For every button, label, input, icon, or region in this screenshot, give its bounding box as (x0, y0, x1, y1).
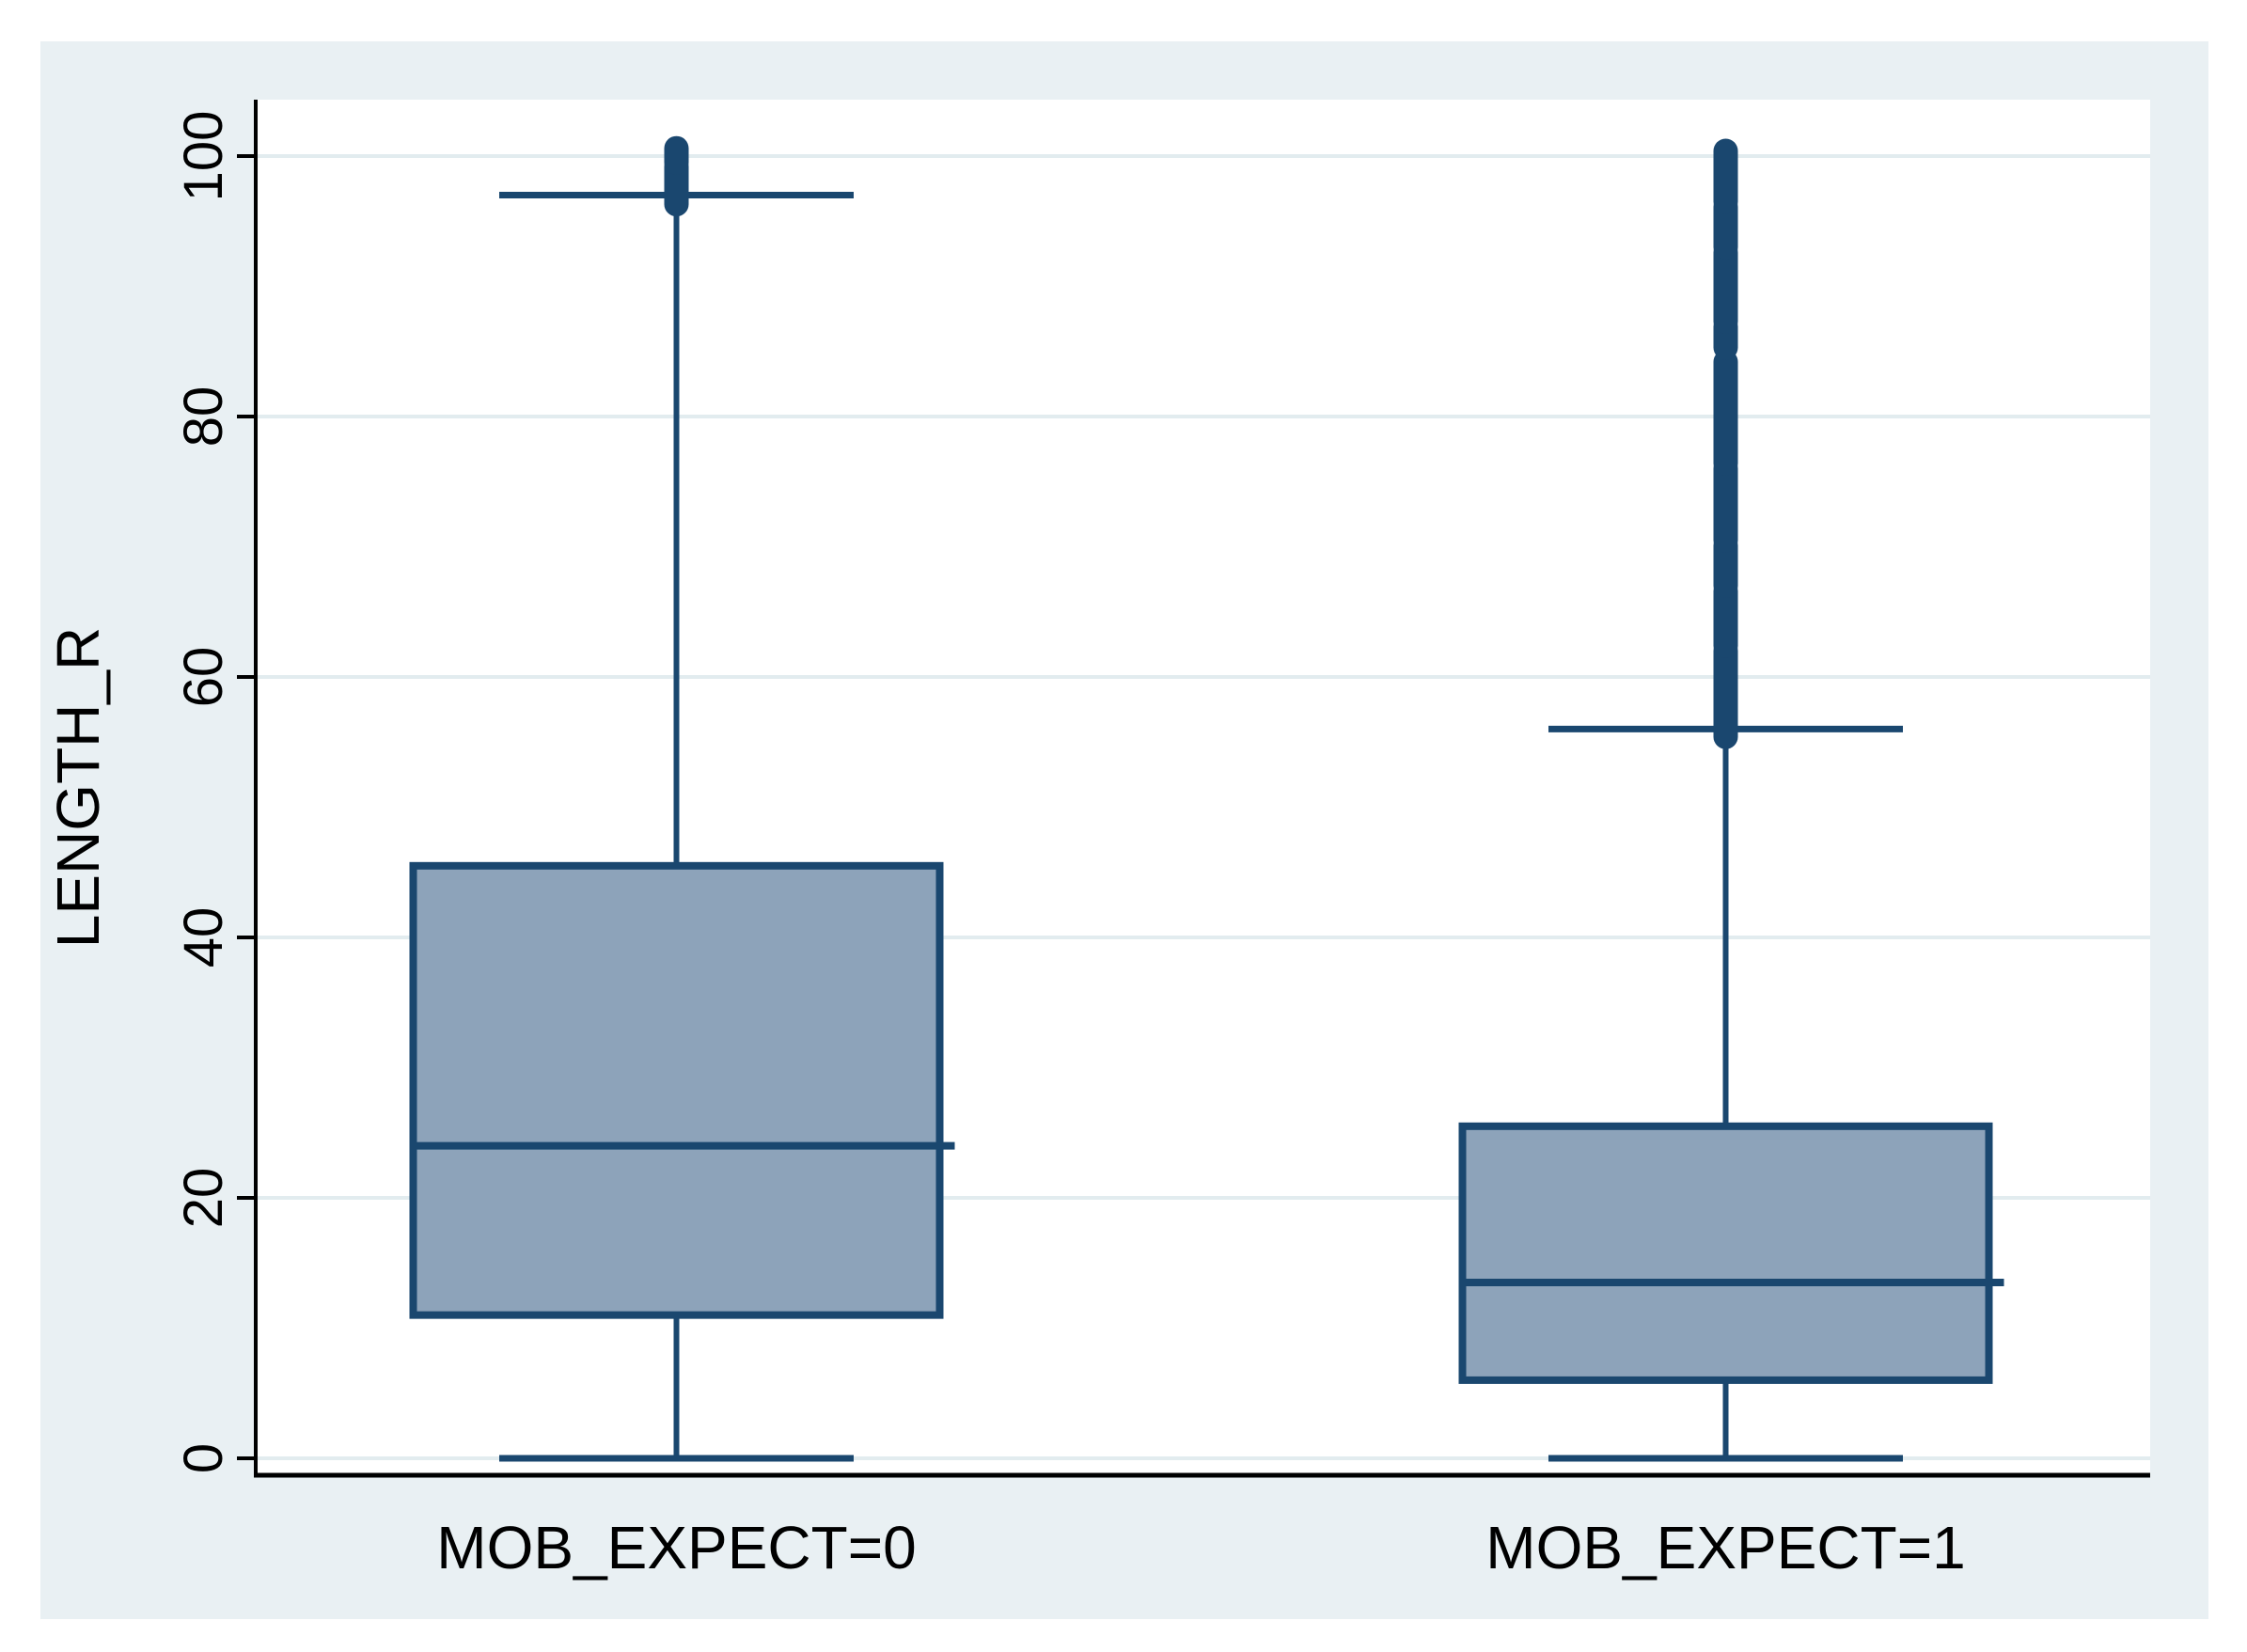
y-tick-label-100: 100 (173, 111, 234, 202)
y-axis-title: LENGTH_R (44, 627, 112, 948)
x-category-label-0: MOB_EXPECT=0 (436, 1514, 916, 1581)
iqr-box-mob-expect-0 (409, 861, 944, 1319)
y-tick-label-40: 40 (173, 907, 234, 968)
y-tick-label-80: 80 (173, 386, 234, 448)
y-tick-label-0: 0 (173, 1443, 234, 1473)
iqr-box-mob-expect-1 (1458, 1122, 1993, 1384)
y-tick-label-60: 60 (173, 647, 234, 708)
y-tick-label-20: 20 (173, 1168, 234, 1229)
x-category-label-1: MOB_EXPECT=1 (1485, 1514, 1965, 1581)
